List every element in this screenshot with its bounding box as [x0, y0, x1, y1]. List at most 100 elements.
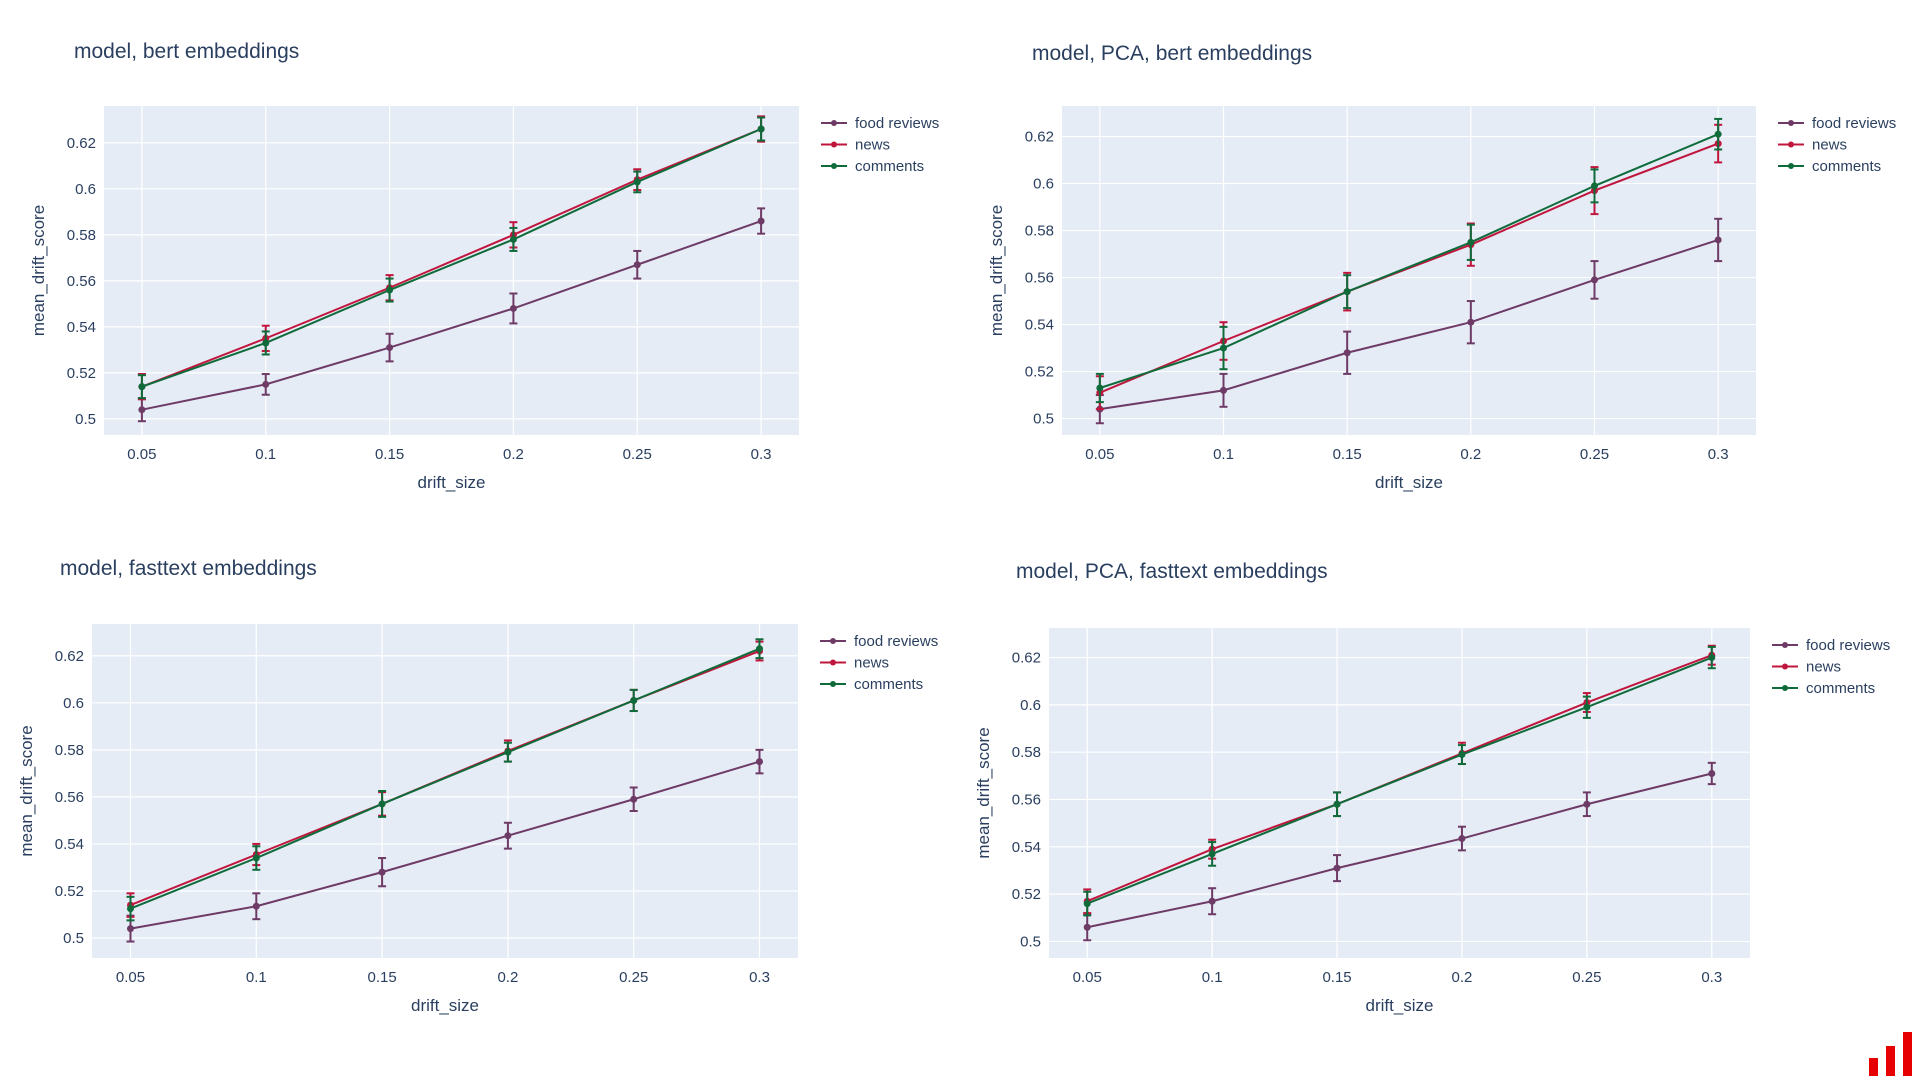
- data-point: [1083, 897, 1091, 905]
- data-point: [1714, 236, 1722, 244]
- data-point: [1220, 337, 1228, 345]
- x-tick-label: 0.05: [116, 969, 145, 986]
- legend-item: comments: [1806, 680, 1875, 697]
- plot-area: [1049, 628, 1750, 958]
- y-tick-label: 0.6: [1020, 697, 1041, 714]
- data-point: [1590, 182, 1598, 190]
- data-point: [1208, 850, 1216, 858]
- y-tick-label: 0.52: [1012, 886, 1041, 903]
- data-point: [630, 696, 638, 704]
- data-point: [1343, 288, 1351, 296]
- x-tick-label: 0.3: [751, 446, 772, 463]
- y-tick-label: 0.5: [63, 930, 84, 947]
- data-point: [630, 795, 638, 803]
- x-axis-label: drift_size: [411, 996, 479, 1015]
- x-axis-label: drift_size: [1375, 473, 1443, 492]
- data-point: [1096, 384, 1104, 392]
- data-point: [1714, 140, 1722, 148]
- data-point: [262, 339, 270, 347]
- series-line-food-reviews: [1099, 238, 1719, 411]
- series-line-food-reviews: [141, 220, 762, 411]
- x-tick-label: 0.05: [1085, 446, 1114, 463]
- data-point: [378, 868, 386, 876]
- legend-marker: [1782, 642, 1788, 648]
- y-tick-label: 0.56: [1025, 270, 1054, 287]
- legend-marker: [831, 120, 837, 126]
- y-tick-label: 0.5: [1020, 933, 1041, 950]
- data-point: [252, 902, 260, 910]
- data-point: [1708, 654, 1716, 662]
- y-tick-label: 0.62: [55, 648, 84, 665]
- x-tick-label: 0.2: [1452, 969, 1473, 986]
- data-point: [1343, 349, 1351, 357]
- y-tick-label: 0.52: [55, 883, 84, 900]
- data-point: [262, 380, 270, 388]
- y-tick-label: 0.54: [1025, 317, 1054, 334]
- y-tick-label: 0.58: [1025, 223, 1054, 240]
- x-tick-label: 0.15: [367, 969, 396, 986]
- data-point: [1333, 800, 1341, 808]
- y-tick-label: 0.52: [67, 365, 96, 382]
- series-line-news: [141, 128, 762, 388]
- legend-marker: [1788, 120, 1794, 126]
- data-point: [138, 383, 146, 391]
- series-line-food-reviews: [1087, 772, 1713, 929]
- x-tick-label: 0.15: [1322, 969, 1351, 986]
- data-point: [633, 261, 641, 269]
- legend-item: news: [855, 137, 890, 154]
- y-tick-label: 0.62: [1025, 129, 1054, 146]
- data-point: [1208, 845, 1216, 853]
- series-line-news: [1086, 654, 1713, 903]
- series-line-food-reviews: [130, 760, 760, 930]
- x-tick-label: 0.1: [1213, 446, 1234, 463]
- data-point: [262, 334, 270, 342]
- data-point: [504, 748, 512, 756]
- y-tick-label: 0.56: [1012, 792, 1041, 809]
- data-point: [386, 344, 394, 352]
- data-point: [757, 217, 765, 225]
- y-axis-label: mean_drift_score: [29, 205, 48, 336]
- legend-marker: [830, 638, 836, 644]
- data-point: [252, 851, 260, 859]
- y-tick-label: 0.56: [55, 789, 84, 806]
- data-point: [1467, 318, 1475, 326]
- y-axis-label: mean_drift_score: [974, 727, 993, 858]
- plot-area: [92, 624, 798, 958]
- x-tick-label: 0.2: [1460, 446, 1481, 463]
- data-point: [509, 304, 517, 312]
- data-point: [1467, 241, 1475, 249]
- data-point: [1458, 751, 1466, 759]
- legend-marker: [830, 659, 836, 666]
- legend-marker: [831, 141, 837, 148]
- chart-title: model, fasttext embeddings: [60, 557, 317, 580]
- series-line-comments: [1086, 656, 1713, 905]
- y-tick-label: 0.5: [1033, 411, 1054, 428]
- data-point: [1333, 800, 1341, 808]
- data-point: [1467, 238, 1475, 246]
- y-tick-label: 0.58: [55, 742, 84, 759]
- legend-item: food reviews: [1806, 637, 1890, 654]
- y-tick-label: 0.58: [67, 227, 96, 244]
- data-point: [1096, 389, 1104, 397]
- series-line-news: [130, 650, 760, 907]
- legend-marker: [1782, 663, 1788, 670]
- data-point: [126, 905, 134, 913]
- y-tick-label: 0.62: [67, 135, 96, 152]
- chart-title: model, bert embeddings: [74, 40, 300, 63]
- legend-item: comments: [855, 158, 924, 175]
- legend-item: news: [854, 655, 889, 672]
- data-point: [633, 178, 641, 186]
- x-tick-label: 0.25: [1572, 969, 1601, 986]
- legend-item: food reviews: [855, 115, 939, 132]
- data-point: [1458, 749, 1466, 757]
- y-tick-label: 0.6: [75, 181, 96, 198]
- data-point: [252, 854, 260, 862]
- legend-item: comments: [1812, 158, 1881, 175]
- x-tick-label: 0.1: [246, 969, 267, 986]
- x-tick-label: 0.3: [1708, 446, 1729, 463]
- data-point: [1590, 187, 1598, 195]
- data-point: [1208, 897, 1216, 905]
- data-point: [757, 125, 765, 133]
- data-point: [504, 747, 512, 755]
